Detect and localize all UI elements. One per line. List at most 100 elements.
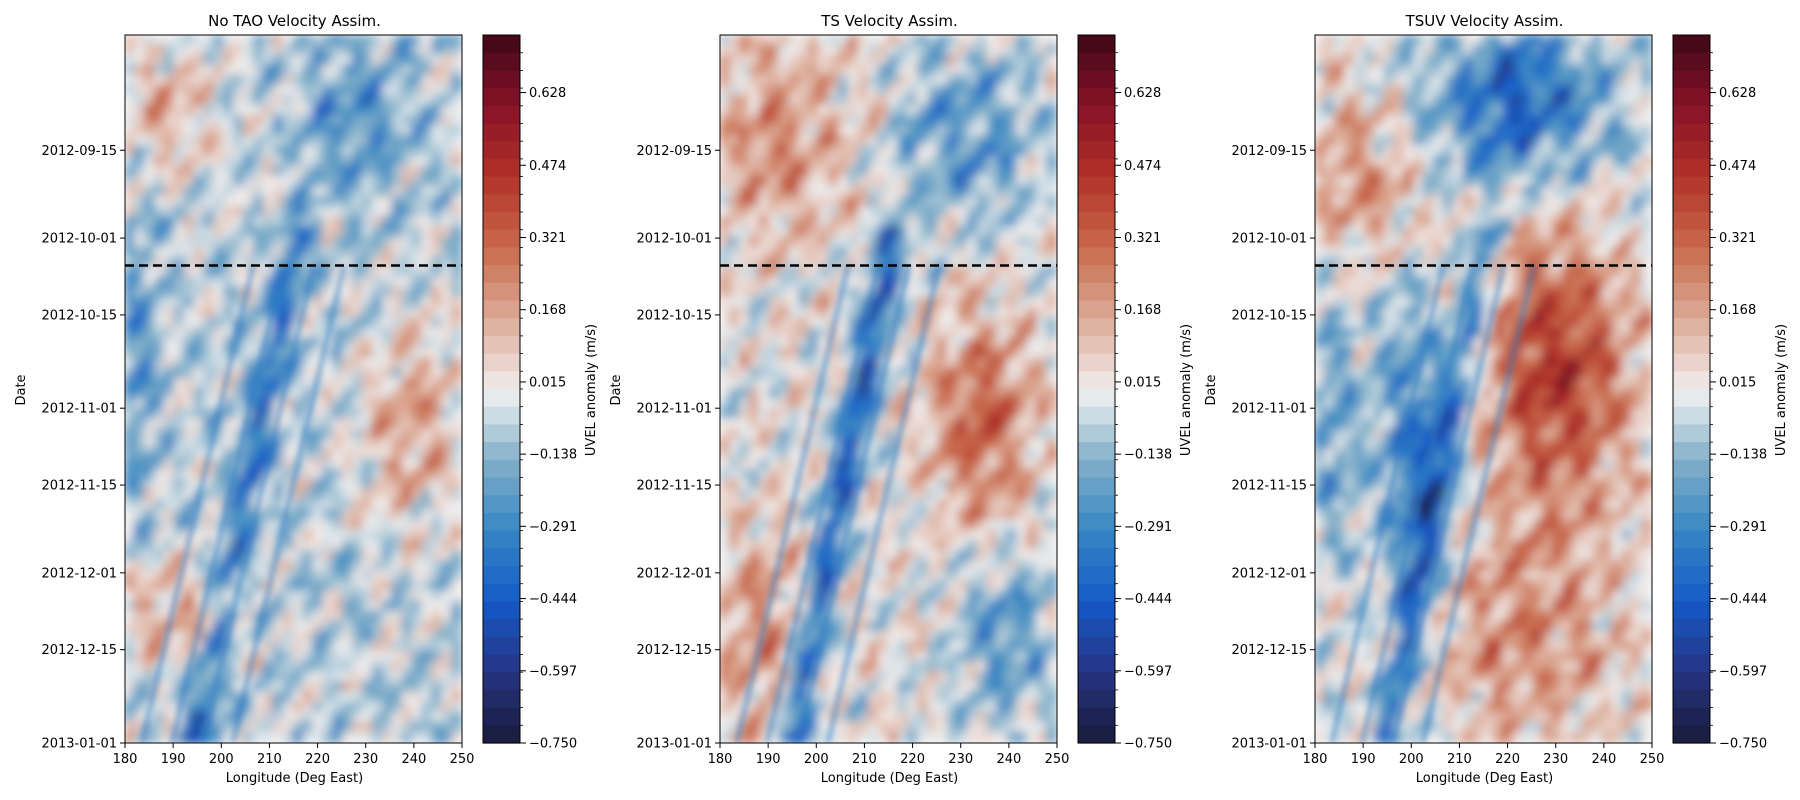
- heatmap-cell: [927, 620, 940, 633]
- heatmap-cell: [401, 570, 414, 583]
- heatmap-cell: [996, 135, 1009, 148]
- heatmap-cell: [153, 35, 166, 47]
- heatmap-cell: [133, 489, 146, 502]
- heatmap-cell: [937, 408, 949, 421]
- heatmap-cell: [738, 135, 751, 148]
- heatmap-cell: [282, 580, 295, 593]
- heatmap-cell: [857, 650, 870, 664]
- heatmap-cell: [818, 286, 831, 299]
- heatmap-cell: [272, 84, 285, 97]
- heatmap-cell: [371, 74, 384, 87]
- heatmap-cell: [976, 104, 989, 117]
- heatmap-cell: [371, 489, 384, 502]
- heatmap-cell: [125, 499, 136, 512]
- heatmap-cell: [720, 64, 731, 77]
- heatmap-cell: [342, 367, 354, 380]
- heatmap-cell: [748, 64, 761, 77]
- heatmap-cell: [302, 35, 315, 47]
- heatmap-cell: [907, 731, 920, 743]
- heatmap-cell: [986, 388, 999, 401]
- heatmap-cell: [133, 276, 146, 289]
- heatmap-cell: [1016, 570, 1029, 583]
- heatmap-cell: [837, 185, 850, 198]
- heatmap-cell: [342, 671, 354, 684]
- heatmap-cell: [887, 499, 900, 512]
- heatmap-cell: [223, 721, 236, 734]
- heatmap-cell: [966, 64, 979, 77]
- heatmap-cell: [828, 721, 840, 734]
- heatmap-cell: [728, 266, 741, 279]
- heatmap-cell: [312, 175, 325, 188]
- heatmap-cell: [857, 468, 870, 482]
- heatmap-cell: [125, 640, 136, 653]
- heatmap-cell: [946, 489, 959, 502]
- heatmap-cell: [828, 691, 840, 704]
- heatmap-cell: [1046, 529, 1057, 542]
- heatmap-cell: [828, 489, 840, 502]
- heatmap-cell: [431, 428, 444, 441]
- heatmap-cell: [728, 468, 741, 482]
- heatmap-cell: [1036, 205, 1049, 219]
- heatmap-cell: [837, 559, 850, 573]
- heatmap-cell: [332, 317, 345, 330]
- heatmap-cell: [966, 145, 979, 158]
- heatmap-cell: [342, 559, 354, 573]
- heatmap-cell: [203, 246, 216, 259]
- heatmap-cell: [233, 529, 245, 542]
- heatmap-cell: [381, 479, 394, 492]
- heatmap-cell: [828, 479, 840, 492]
- heatmap-cell: [720, 418, 731, 431]
- heatmap-cell: [381, 661, 394, 674]
- heatmap-cell: [847, 650, 860, 664]
- heatmap-cell: [996, 398, 1009, 411]
- heatmap-cell: [371, 64, 384, 77]
- heatmap-cell: [867, 428, 880, 441]
- heatmap-cell: [342, 357, 354, 370]
- heatmap-cell: [361, 448, 374, 461]
- heatmap-cell: [173, 74, 186, 87]
- heatmap-cell: [847, 94, 860, 107]
- heatmap-cell: [351, 317, 364, 330]
- heatmap-cell: [233, 276, 245, 289]
- heatmap-cell: [1016, 165, 1029, 178]
- heatmap-cell: [986, 195, 999, 208]
- heatmap-cell: [857, 307, 870, 320]
- heatmap-cell: [778, 135, 791, 148]
- heatmap-cell: [857, 357, 870, 370]
- heatmap-cell: [887, 337, 900, 350]
- heatmap-cell: [1046, 489, 1057, 502]
- heatmap-cell: [421, 661, 434, 674]
- heatmap-cell: [282, 681, 295, 694]
- heatmap-cell: [778, 681, 791, 694]
- heatmap-cell: [441, 175, 454, 188]
- heatmap-cell: [431, 114, 444, 128]
- heatmap-cell: [1006, 630, 1019, 643]
- heatmap-cell: [818, 428, 831, 441]
- heatmap-cell: [252, 438, 265, 451]
- heatmap-cell: [986, 418, 999, 431]
- heatmap-cell: [193, 145, 206, 158]
- heatmap-cell: [778, 226, 791, 239]
- heatmap-cell: [818, 347, 831, 360]
- heatmap-cell: [728, 64, 741, 77]
- heatmap-cell: [1006, 357, 1019, 370]
- heatmap-cell: [391, 246, 404, 259]
- heatmap-cell: [1026, 104, 1039, 117]
- heatmap-cell: [342, 185, 354, 198]
- heatmap-cell: [847, 216, 860, 229]
- heatmap-cell: [242, 125, 255, 138]
- colorbar-band: [483, 389, 520, 408]
- heatmap-cell: [163, 388, 176, 401]
- heatmap-cell: [342, 681, 354, 694]
- heatmap-cell: [976, 549, 989, 562]
- heatmap-cell: [421, 691, 434, 704]
- heatmap-cell: [351, 175, 364, 188]
- heatmap-cell: [401, 216, 414, 229]
- heatmap-cell: [233, 286, 245, 299]
- heatmap-cell: [411, 620, 424, 633]
- heatmap-cell: [937, 347, 949, 360]
- heatmap-cell: [720, 337, 731, 350]
- heatmap-cell: [946, 610, 959, 623]
- heatmap-cell: [818, 135, 831, 148]
- heatmap-cell: [956, 205, 969, 219]
